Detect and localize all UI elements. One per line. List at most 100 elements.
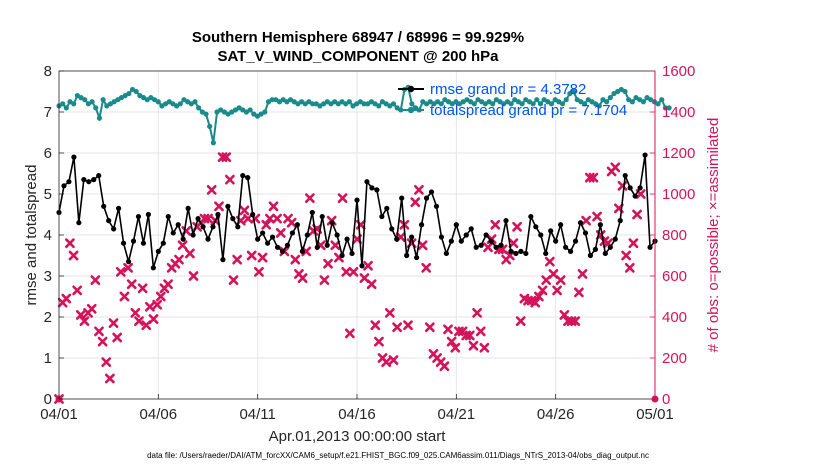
obs-marker [530,297,541,308]
rmse-point [125,259,132,265]
rmse-point [374,187,380,193]
obs-marker [512,221,522,232]
rmse-point [155,248,161,254]
rmse-point [284,242,291,248]
rmse-point [289,230,296,236]
rmse-point [404,252,410,259]
obs-marker [75,310,86,320]
y2-tick-label: 1000 [662,186,695,203]
rmse-point [220,257,226,263]
obs-marker [72,285,83,296]
obs-marker [144,301,155,312]
rmse-point [120,240,127,246]
rmse-point [225,203,231,209]
obs-marker [155,291,166,302]
rmse-point [418,222,425,228]
obs-marker [94,326,104,337]
y-axis-right: 0 200 400 600 800 1000 1200 1400 1600 [650,63,695,408]
obs-marker [264,213,275,224]
spread-point [629,99,635,105]
chart-subtitle: SAT_V_WIND_COMPONENT @ 200 hPa [217,48,499,65]
y2-axis-label: # of obs: o=possible; ×=assimilated [705,118,722,353]
obs-marker [370,320,381,331]
obs-marker [134,316,144,326]
rmse-point [334,232,340,238]
legend-rmse-label: rmse grand pr = 4.3782 [430,81,586,98]
obs-marker [232,254,243,265]
rmse-point [602,250,608,257]
spread-point [376,103,382,109]
obs-marker [344,328,355,339]
rmse-point [160,240,166,246]
obs-marker [621,250,632,261]
y-tick-label: 4 [44,227,52,244]
spread-point [438,101,444,107]
rmse-point [428,189,435,195]
rmse-point [101,203,107,209]
rmse-point [195,216,201,222]
obs-marker [341,267,352,277]
spread-point [530,101,536,107]
y2-tick-label: 400 [662,309,687,326]
obs-marker [490,219,501,230]
obs-marker [366,279,377,290]
rmse-point [91,177,97,183]
spread-point [537,101,544,107]
obs-marker [410,197,421,208]
obs-marker [508,238,519,249]
rmse-point [76,220,82,226]
obs-marker [464,330,475,341]
obs-marker [533,291,544,302]
spread-point [640,99,646,105]
rmse-point [443,250,449,257]
rmse-point [329,220,335,226]
obs-marker [577,269,588,279]
obs-marker [381,357,392,367]
rmse-point [488,238,494,244]
rmse-point [309,209,315,216]
rmse-point [567,248,574,254]
rmse-point [617,218,623,224]
spread-point [409,101,415,107]
spread-point [192,99,198,105]
rmse-point [170,230,176,236]
obs-marker [163,279,173,290]
spread-point [390,101,397,107]
obs-marker [588,172,599,183]
obs-marker [297,273,308,283]
obs-marker [112,332,123,343]
rmse-point [493,244,499,250]
spread-point [346,99,352,105]
y-tick-label: 5 [44,186,52,203]
rmse-point [210,224,216,230]
spread-point [71,101,77,107]
y2-tick-label: 0 [662,391,670,408]
rmse-point [592,246,599,252]
legend-spread-marker [407,106,415,114]
obs-marker [446,336,457,347]
x-axis: 04/01 04/06 04/11 04/16 04/21 04/26 05/01 [40,394,674,423]
obs-marker [552,285,562,296]
y-tick-label: 6 [44,145,52,162]
spread-point [581,101,588,107]
y-axis-label: rmse and totalspread [23,165,40,306]
rmse-point [637,185,643,191]
x-tick-label: 04/11 [239,406,275,423]
spread-point [559,101,566,107]
obs-series [54,152,659,404]
rmse-point [359,263,365,269]
y-axis-left: 0 1 2 3 4 5 6 7 8 [44,63,64,408]
obs-marker [417,240,428,251]
rmse-point [577,220,584,226]
rmse-point [269,234,276,240]
obs-marker [515,316,526,326]
obs-marker [246,250,257,261]
spread-point [82,97,88,103]
rmse-point [563,244,569,250]
obs-marker [61,293,72,304]
obs-marker [148,314,159,324]
rmse-point [96,172,102,179]
rmse-point [513,250,519,257]
rmse-point [409,234,415,240]
rmse-point [265,240,271,246]
